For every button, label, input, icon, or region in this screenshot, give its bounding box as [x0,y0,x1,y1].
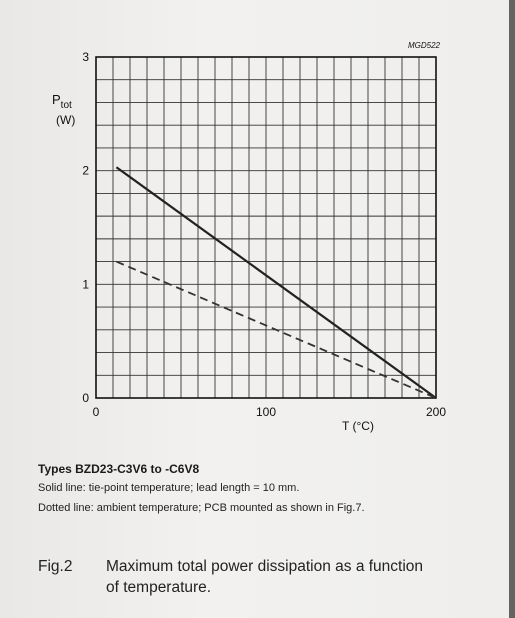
tie-point-temperature-line [115,166,437,399]
caption-block: Types BZD23-C3V6 to -C6V8 Solid line: ti… [38,462,498,522]
page-edge-shadow [509,0,515,618]
y-tick-label: 3 [82,50,89,64]
y-tick-label: 1 [82,277,89,291]
figure-title: Maximum total power dissipation as a fun… [106,558,424,596]
power-dissipation-chart: 0 1 2 3 0 100 200 MGD522 Ptot (W) T (°C) [52,41,446,433]
dotted-line-note: Dotted line: ambient temperature; PCB mo… [38,502,365,514]
y-axis-label: Ptot [52,92,72,111]
x-tick-label: 0 [93,405,100,419]
y-tick-label: 2 [82,164,89,178]
ambient-temperature-line [116,260,437,399]
solid-line-note: Solid line: tie-point temperature; lead … [38,482,300,494]
x-tick-label: 200 [426,405,446,419]
y-axis-label-sub: tot [61,100,72,111]
series-lines [115,166,437,399]
x-tick-label: 100 [256,405,276,419]
plot-frame [95,56,437,399]
y-axis-unit: (W) [56,113,75,127]
figure-number: Fig.2 [38,558,73,575]
figure-caption: Fig.2 Maximum total power dissipation as… [38,556,436,598]
x-axis-label: T (°C) [342,419,374,433]
tick-labels: 0 1 2 3 0 100 200 [82,50,446,419]
figure-id-label: MGD522 [408,41,441,50]
y-tick-label: 0 [82,391,89,405]
types-heading: Types BZD23-C3V6 to -C6V8 [38,462,200,476]
y-axis-label-main: P [52,92,61,107]
chart-grid [96,57,436,398]
